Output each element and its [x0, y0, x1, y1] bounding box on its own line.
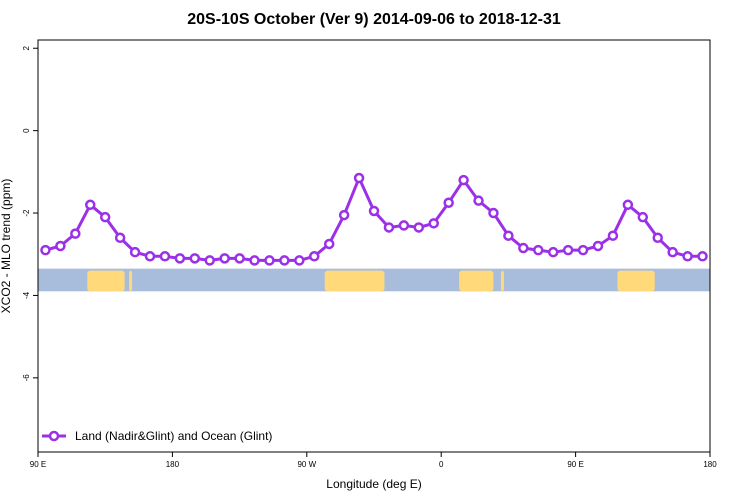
x-tick-label: 180	[166, 460, 180, 469]
data-point	[204, 255, 215, 266]
y-tick-label: -6	[22, 374, 31, 382]
data-point	[458, 174, 469, 186]
data-point	[174, 253, 186, 264]
data-point	[294, 255, 305, 266]
x-axis-label: Longitude (deg E)	[326, 477, 421, 491]
x-tick-label: 90 E	[30, 460, 46, 469]
data-point	[443, 197, 454, 208]
data-point	[368, 205, 380, 217]
data-point	[309, 251, 320, 262]
data-point	[85, 199, 96, 211]
data-point	[607, 230, 619, 241]
data-point	[518, 242, 529, 254]
x-axis: 90 E 180 90 W 0 90 E 180	[30, 452, 717, 469]
data-point	[622, 199, 634, 211]
x-tick-label: 90 W	[297, 460, 316, 469]
x-tick-label: 180	[703, 460, 717, 469]
data-point	[488, 207, 499, 219]
x-tick-label: 0	[439, 460, 444, 469]
data-point	[323, 238, 335, 250]
data-point	[652, 232, 663, 244]
y-tick-label: -4	[22, 291, 31, 299]
data-point	[503, 230, 514, 241]
data-point	[129, 246, 141, 258]
data-point	[533, 244, 544, 256]
land-span	[87, 270, 125, 292]
data-point	[338, 209, 350, 221]
land-span	[129, 270, 133, 292]
data-point	[99, 211, 111, 223]
chart-title: 20S-10S October (Ver 9) 2014-09-06 to 20…	[187, 11, 561, 28]
land-span	[617, 270, 655, 292]
data-point	[667, 246, 678, 258]
y-axis-label: XCO2 - MLO trend (ppm)	[0, 179, 13, 314]
data-point	[682, 251, 693, 262]
data-point	[473, 195, 484, 206]
land-ocean-band	[38, 268, 710, 292]
data-point	[114, 232, 126, 244]
data-point	[398, 220, 410, 231]
plot-frame	[37, 39, 711, 453]
x-tick-label: 90 E	[567, 460, 583, 469]
land-span	[324, 270, 385, 292]
land-span	[459, 270, 494, 292]
y-axis: 2 0 -2 -4 -6	[22, 45, 38, 381]
data-point	[279, 255, 290, 266]
y-tick-label: 2	[22, 45, 31, 50]
data-point	[264, 255, 275, 266]
data-point	[40, 244, 51, 256]
data-point	[234, 253, 245, 264]
data-point	[70, 228, 81, 239]
data-point	[547, 246, 559, 258]
data-point	[144, 251, 156, 262]
data-point	[383, 222, 395, 233]
y-tick-label: 0	[22, 128, 31, 133]
data-point	[353, 172, 365, 184]
data-point	[592, 240, 604, 252]
data-point	[159, 251, 171, 262]
legend: Land (Nadir&Glint) and Ocean (Glint)	[42, 429, 272, 443]
data-point	[577, 244, 589, 256]
data-point	[562, 244, 574, 256]
series-layer	[40, 172, 708, 266]
legend-marker-swatch	[48, 430, 60, 442]
data-point	[428, 218, 439, 229]
legend-entry-label: Land (Nadir&Glint) and Ocean (Glint)	[75, 429, 272, 443]
data-point	[637, 211, 649, 223]
data-point	[219, 253, 230, 264]
land-span	[500, 270, 504, 292]
data-point	[55, 240, 66, 252]
data-point	[189, 253, 201, 264]
data-point	[413, 222, 425, 233]
y-tick-label: -2	[22, 209, 31, 217]
data-point	[697, 251, 708, 262]
data-point	[249, 255, 260, 266]
